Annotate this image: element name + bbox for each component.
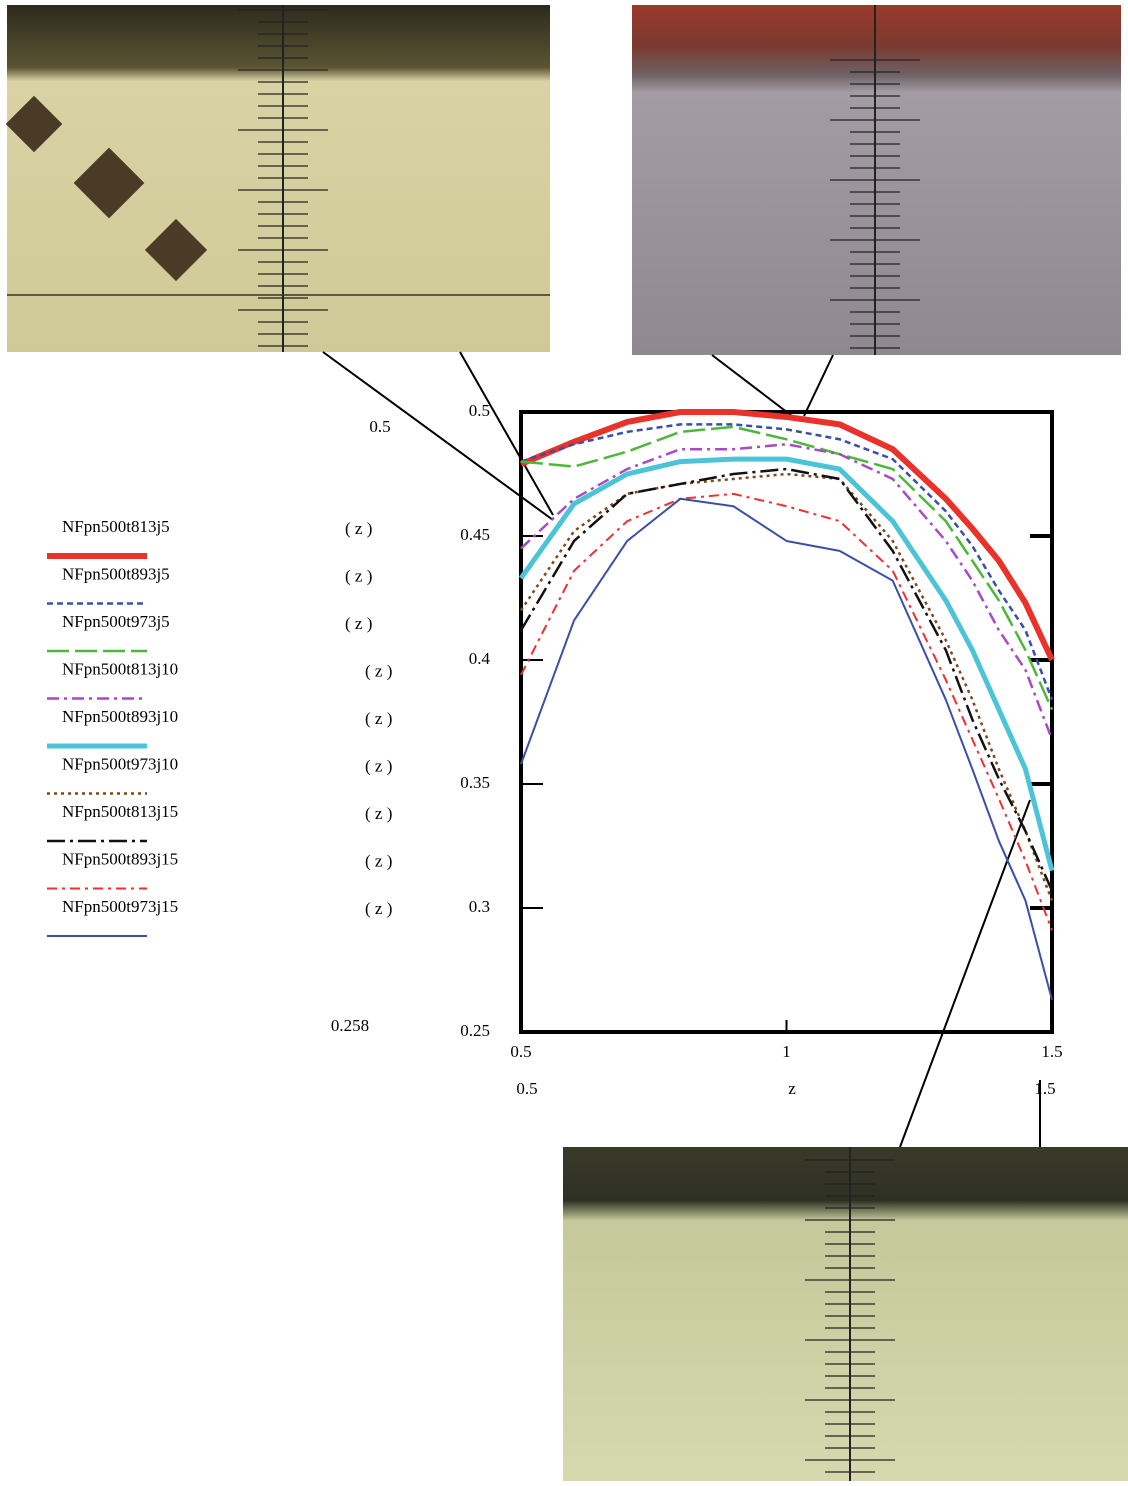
xmax-label: 1.5 [1034, 1079, 1055, 1098]
legend-suffix: ( z ) [345, 614, 372, 633]
legend-label: NFpn500t973j10 [62, 754, 178, 773]
x-tick-label: 1.5 [1041, 1042, 1062, 1061]
micrograph-bottom [563, 1147, 1128, 1481]
xmin-label: 0.5 [516, 1079, 537, 1098]
page: {"chart_data": { "type": "line", "x_labe… [0, 0, 1128, 1481]
legend-label: NFpn500t973j5 [62, 612, 170, 631]
x-tick-label: 0.5 [510, 1042, 531, 1061]
series-line [521, 412, 1052, 660]
series-line [521, 427, 1052, 710]
x-axis-label: z [788, 1079, 796, 1098]
ymin-label: 0.258 [331, 1016, 369, 1035]
legend-suffix: ( z ) [365, 661, 392, 680]
y-tick-label: 0.3 [469, 897, 490, 916]
legend-suffix: ( z ) [345, 519, 372, 538]
series-line [521, 459, 1052, 871]
legend-label: NFpn500t813j10 [62, 659, 178, 678]
legend-label: NFpn500t893j5 [62, 564, 170, 583]
legend-suffix: ( z ) [345, 566, 372, 585]
x-tick-label: 1 [782, 1042, 791, 1061]
legend-label: NFpn500t813j15 [62, 802, 178, 821]
y-tick-label: 0.35 [460, 773, 490, 792]
legend-label: NFpn500t973j15 [62, 897, 178, 916]
legend-label: NFpn500t813j5 [62, 517, 170, 536]
ymax-label: 0.5 [369, 417, 390, 436]
connectors [323, 352, 1040, 1147]
y-tick-label: 0.5 [469, 401, 490, 420]
legend-label: NFpn500t893j15 [62, 849, 178, 868]
legend-suffix: ( z ) [365, 899, 392, 918]
chart: 0.5 0.258 0.5 1.5 z 0.25 0.3 0.35 0.4 0.45 0.… [0, 0, 1128, 1481]
legend-suffix: ( z ) [365, 709, 392, 728]
legend-label: NFpn500t893j10 [62, 707, 178, 726]
legend-suffix: ( z ) [365, 851, 392, 870]
y-tick-label: 0.4 [469, 649, 491, 668]
legend-suffix: ( z ) [365, 756, 392, 775]
y-tick-label: 0.45 [460, 525, 490, 544]
series-line [521, 474, 1052, 901]
legend-suffix: ( z ) [365, 804, 392, 823]
series-line [521, 499, 1052, 1000]
y-tick-label: 0.25 [460, 1021, 490, 1040]
